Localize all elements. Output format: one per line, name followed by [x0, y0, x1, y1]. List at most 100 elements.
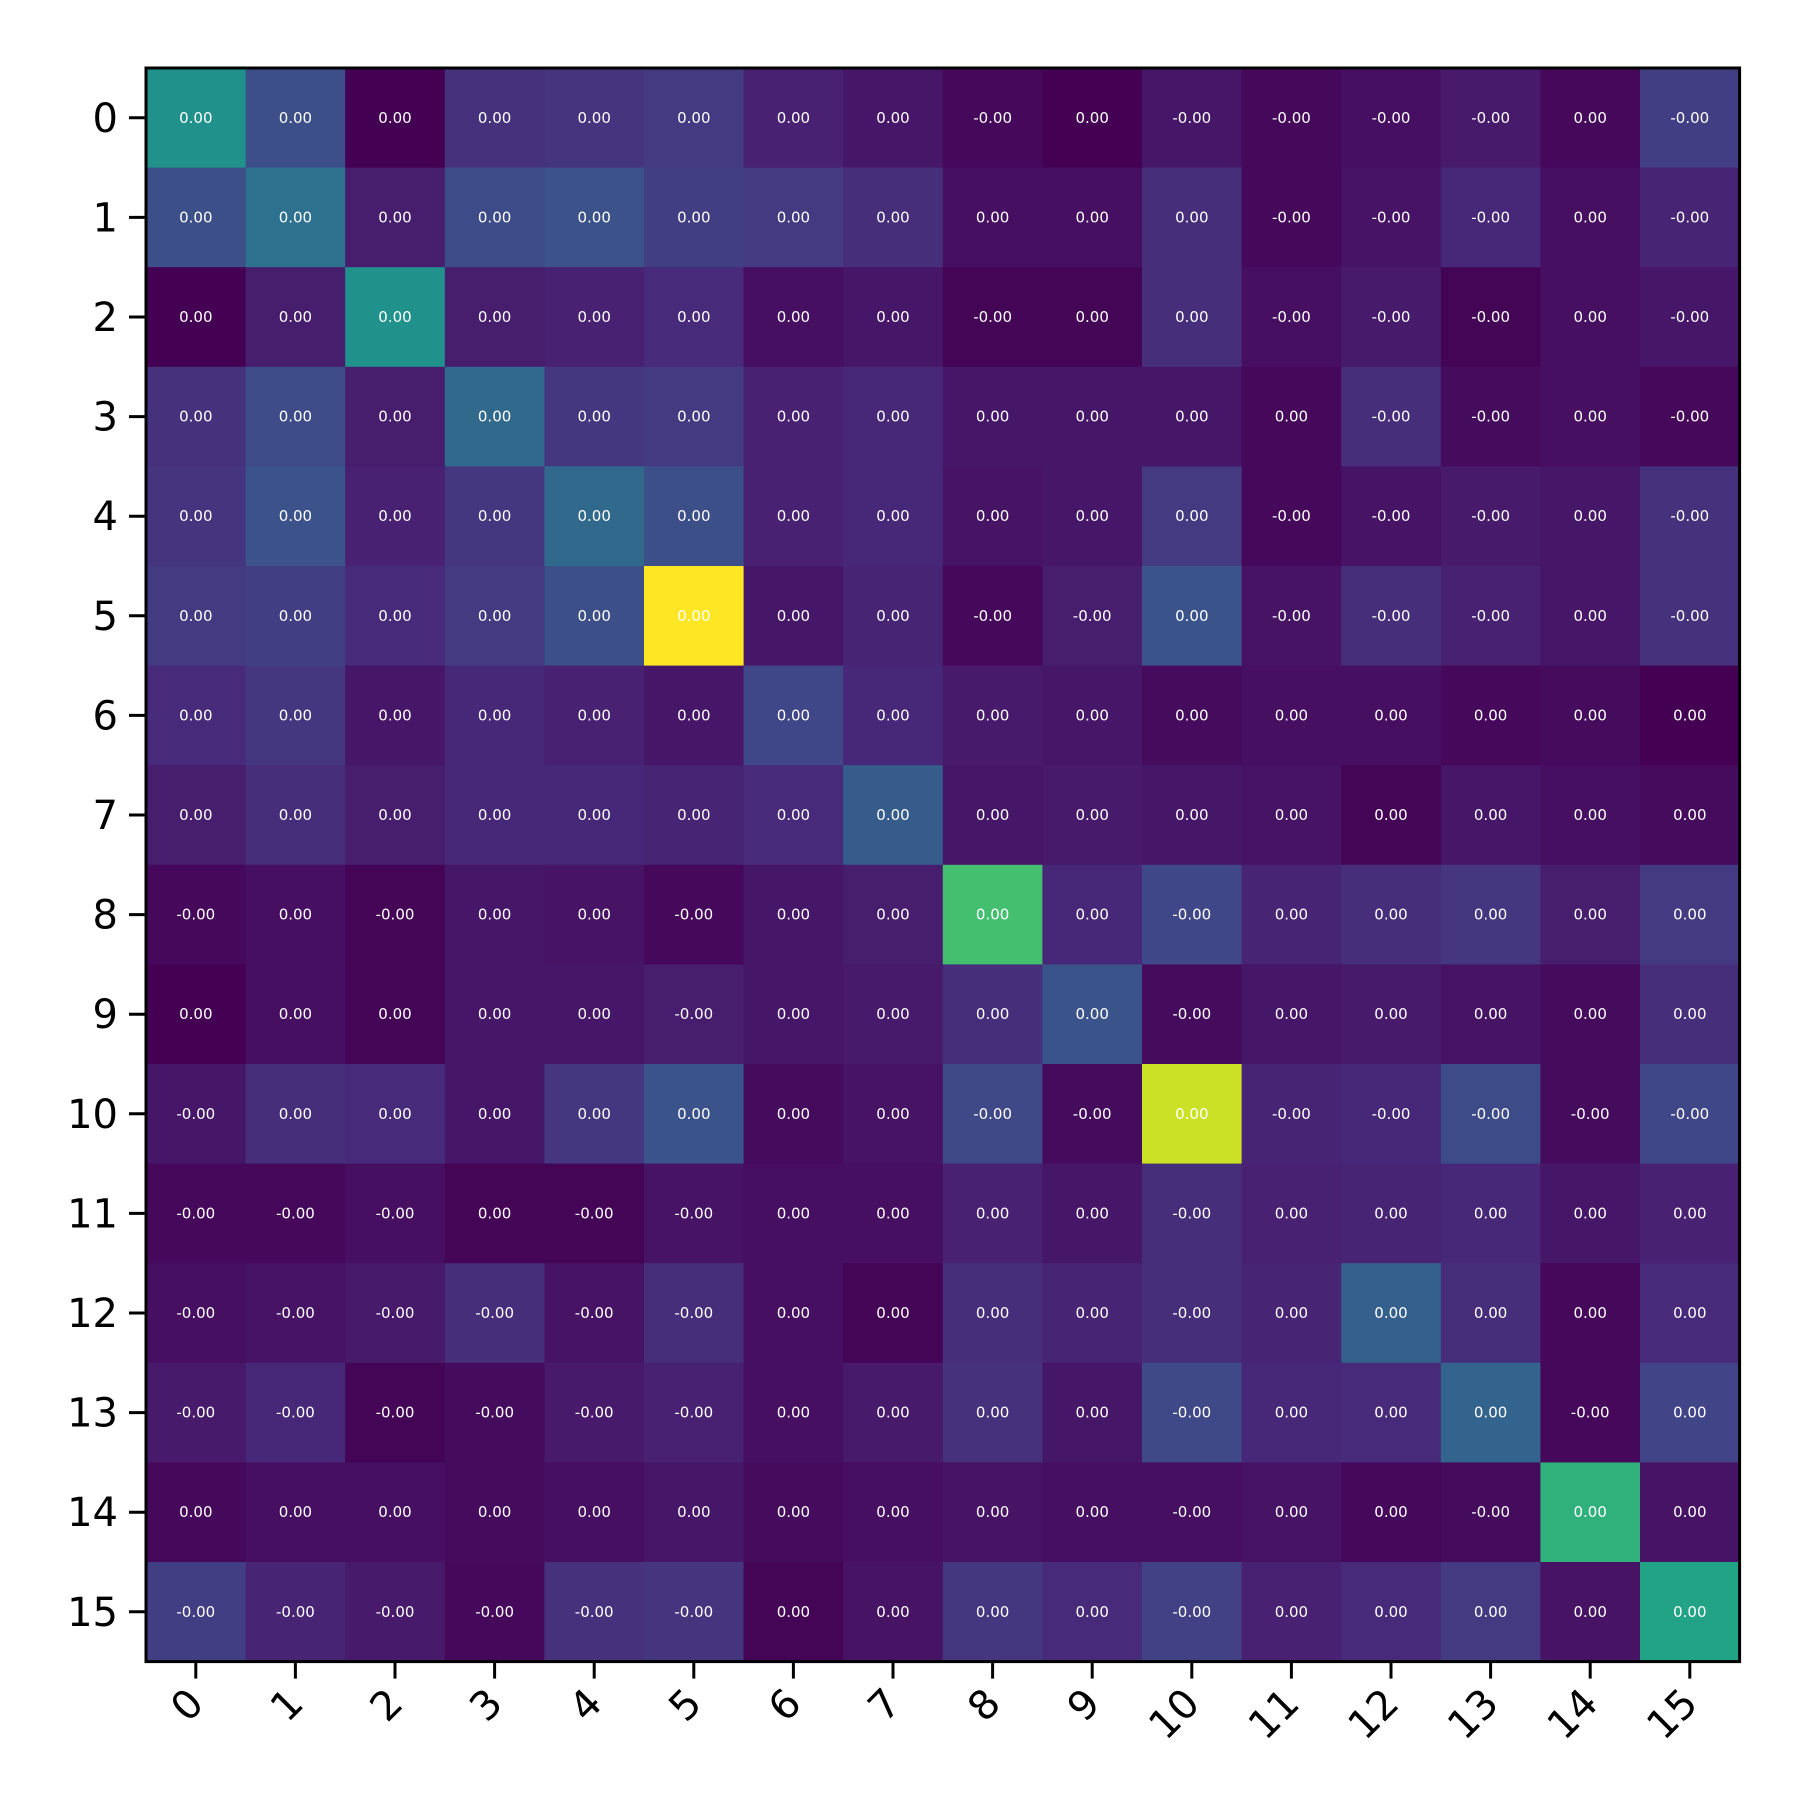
cell-value-label: 0.00	[777, 1005, 810, 1023]
y-tick-label: 4	[93, 494, 118, 540]
cell-value-label: 0.00	[777, 1603, 810, 1621]
cell-value-label: 0.00	[1075, 806, 1108, 824]
cell-value-label: 0.00	[179, 1005, 212, 1023]
cell-value-label: 0.00	[1275, 1404, 1308, 1422]
cell-value-label: 0.00	[1075, 906, 1108, 924]
cell-value-label: 0.00	[1075, 1304, 1108, 1322]
heatmap-cell	[1540, 466, 1641, 567]
heatmap-cell	[1640, 566, 1741, 667]
cell-value-label: 0.00	[1474, 806, 1507, 824]
cell-value-label: -0.00	[973, 109, 1012, 127]
heatmap-cell	[1440, 864, 1541, 965]
cell-value-label: 0.00	[976, 507, 1009, 525]
heatmap-cell	[544, 665, 645, 766]
heatmap-cell	[1341, 366, 1442, 467]
heatmap-cell	[1241, 1163, 1342, 1264]
heatmap-cell	[544, 964, 645, 1065]
heatmap-cell	[1540, 68, 1641, 169]
heatmap-cell	[1341, 1064, 1442, 1165]
cell-value-label: 0.00	[1075, 507, 1108, 525]
heatmap-cell	[1241, 366, 1342, 467]
heatmap-cell	[444, 1163, 545, 1264]
heatmap-cell	[1341, 1462, 1442, 1563]
cell-value-label: 0.00	[677, 607, 710, 625]
cell-value-label: -0.00	[1372, 408, 1411, 426]
heatmap-cell	[245, 1163, 346, 1264]
cell-value-label: 0.00	[478, 308, 511, 326]
cell-value-label: 0.00	[976, 408, 1009, 426]
heatmap-cell	[1241, 765, 1342, 866]
cell-value-label: -0.00	[973, 607, 1012, 625]
heatmap-cell	[544, 1462, 645, 1563]
y-tick-label: 0	[93, 96, 118, 142]
cell-value-label: 0.00	[1374, 1603, 1407, 1621]
cell-value-label: 0.00	[876, 607, 909, 625]
heatmap-cell	[444, 964, 545, 1065]
cell-value-label: 0.00	[577, 507, 610, 525]
cell-value-label: 0.00	[976, 1204, 1009, 1222]
heatmap-cell	[444, 864, 545, 965]
heatmap-cell	[544, 1263, 645, 1364]
heatmap-cell	[1440, 366, 1541, 467]
cell-value-label: -0.00	[1172, 1005, 1211, 1023]
heatmap-cell	[1540, 167, 1641, 268]
y-tick-label: 2	[93, 295, 118, 341]
heatmap-cell	[843, 1064, 944, 1165]
heatmap-cell	[1042, 964, 1143, 1065]
heatmap-cell	[743, 366, 844, 467]
heatmap-cell	[743, 167, 844, 268]
heatmap-cell	[843, 1263, 944, 1364]
heatmap-cell	[1540, 267, 1641, 368]
heatmap-cell	[644, 1462, 745, 1563]
cell-value-label: 0.00	[577, 607, 610, 625]
heatmap-cell	[1142, 964, 1243, 1065]
heatmap-cell	[544, 366, 645, 467]
cell-value-label: 0.00	[279, 208, 312, 226]
cell-value-label: 0.00	[976, 1603, 1009, 1621]
heatmap-cell	[245, 1263, 346, 1364]
heatmap-cell	[1241, 964, 1342, 1065]
cell-value-label: 0.00	[279, 706, 312, 724]
cell-value-label: 0.00	[777, 208, 810, 226]
heatmap-cell	[1241, 1064, 1342, 1165]
cell-value-label: 0.00	[976, 1005, 1009, 1023]
heatmap-cell	[245, 1462, 346, 1563]
cell-value-label: 0.00	[777, 408, 810, 426]
heatmap-cell	[146, 68, 247, 169]
heatmap-cell-labels: 0.00 0.00 0.00 0.00 0.00 0.00 0.00 0.00 -0.00 0.0…	[176, 109, 1709, 1621]
cell-value-label: 0.00	[1175, 706, 1208, 724]
cell-value-label: -0.00	[1471, 308, 1510, 326]
cell-value-label: 0.00	[1075, 208, 1108, 226]
heatmap-cell	[843, 1562, 944, 1663]
heatmap-cell	[1142, 566, 1243, 667]
cell-value-label: -0.00	[1670, 408, 1709, 426]
cell-value-label: 0.00	[179, 308, 212, 326]
heatmap-cell	[644, 1263, 745, 1364]
x-tick-label: 2	[362, 1680, 413, 1731]
cell-value-label: -0.00	[1272, 208, 1311, 226]
heatmap-cell	[1142, 1064, 1243, 1165]
heatmap-cell	[1440, 566, 1541, 667]
heatmap-cell	[644, 1362, 745, 1463]
cell-value-label: 0.00	[1474, 706, 1507, 724]
heatmap-cell	[146, 864, 247, 965]
cell-value-label: -0.00	[1372, 208, 1411, 226]
cell-value-label: 0.00	[777, 1304, 810, 1322]
heatmap-cell	[1042, 1462, 1143, 1563]
heatmap-cell	[644, 1562, 745, 1663]
heatmap-cell	[1142, 466, 1243, 567]
cell-value-label: 0.00	[478, 109, 511, 127]
heatmap-cell	[942, 864, 1043, 965]
cell-value-label: 0.00	[677, 109, 710, 127]
heatmap-cell	[544, 1064, 645, 1165]
heatmap-cell	[1142, 1462, 1243, 1563]
heatmap-cell	[644, 366, 745, 467]
heatmap-cell	[743, 964, 844, 1065]
cell-value-label: 0.00	[1673, 706, 1706, 724]
heatmap-cell	[1540, 1263, 1641, 1364]
cell-value-label: 0.00	[179, 408, 212, 426]
y-tick-label: 9	[93, 992, 118, 1038]
cell-value-label: 0.00	[677, 208, 710, 226]
cell-value-label: 0.00	[1573, 607, 1606, 625]
heatmap-cell	[942, 366, 1043, 467]
